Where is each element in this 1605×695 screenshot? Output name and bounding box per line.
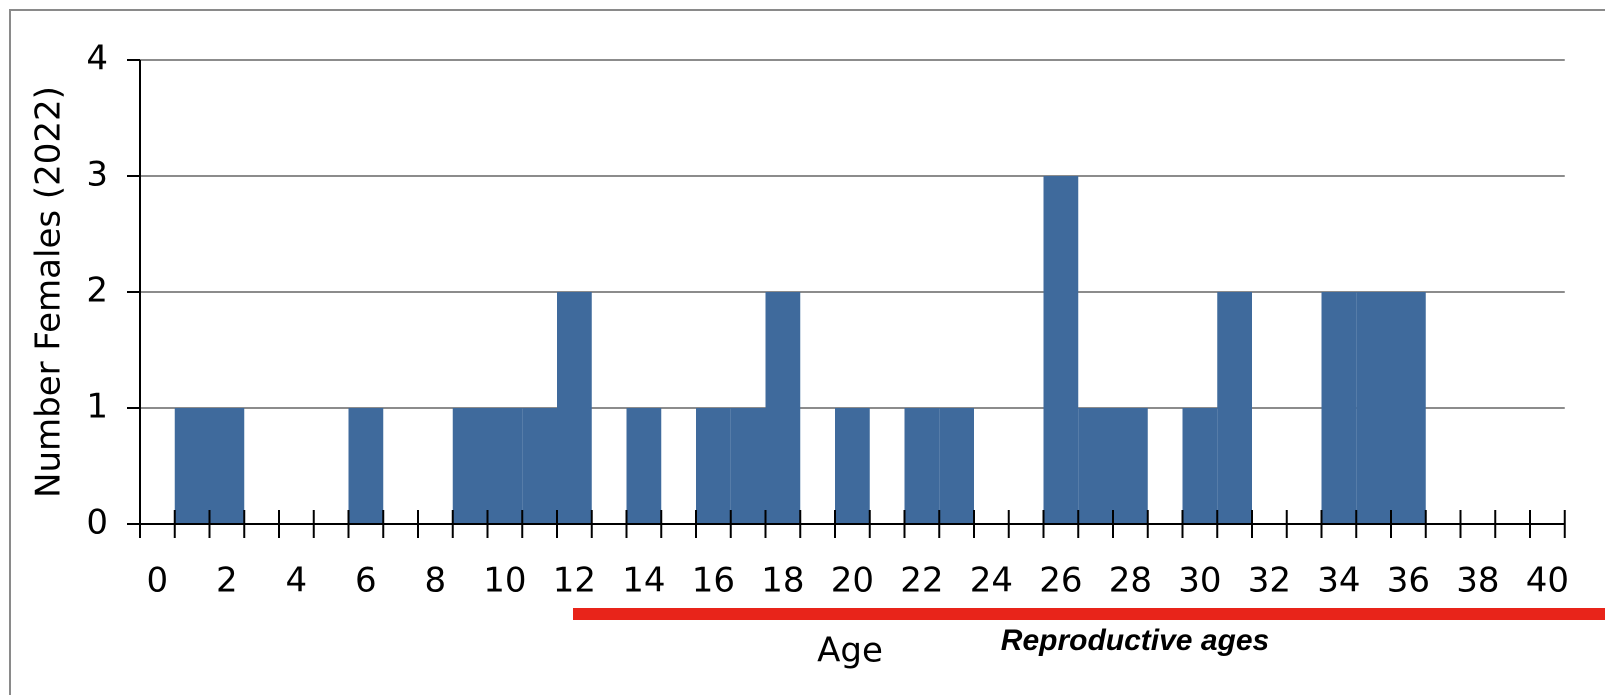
x-tick-label: 18 — [761, 561, 804, 601]
x-tick-label: 6 — [355, 561, 377, 601]
x-tick-label: 4 — [286, 561, 308, 601]
bar — [348, 408, 384, 524]
x-tick-label: 30 — [1178, 561, 1221, 601]
x-tick-label: 34 — [1317, 561, 1360, 601]
bar — [522, 408, 557, 524]
bar — [1356, 292, 1391, 524]
bar — [1321, 292, 1357, 524]
x-tick-label: 8 — [425, 561, 447, 601]
bar — [209, 408, 245, 524]
y-axis-label: Number Females (2022) — [29, 86, 69, 498]
bar — [1078, 408, 1113, 524]
x-tick-label: 26 — [1039, 561, 1082, 601]
x-tick-label: 10 — [483, 561, 526, 601]
bar — [452, 408, 488, 524]
bar — [1113, 408, 1148, 524]
bar — [557, 292, 592, 524]
bar — [1217, 292, 1252, 524]
x-tick-label: 28 — [1109, 561, 1152, 601]
x-tick-label: 38 — [1456, 561, 1499, 601]
bar — [174, 408, 210, 524]
y-tick-label: 1 — [86, 387, 108, 427]
bar — [765, 292, 801, 524]
bar — [835, 408, 870, 524]
x-tick-label: 32 — [1248, 561, 1291, 601]
x-tick-label: 40 — [1526, 561, 1569, 601]
x-axis-label: Age — [817, 631, 883, 671]
bar — [904, 408, 940, 524]
annotation: Reproductive ages — [1001, 624, 1269, 657]
x-tick-label: 20 — [831, 561, 874, 601]
x-tick-label: 0 — [147, 561, 169, 601]
bar — [696, 408, 731, 524]
y-tick-label: 0 — [86, 503, 108, 543]
x-tick-label: 36 — [1387, 561, 1430, 601]
y-tick-label: 3 — [86, 155, 108, 195]
y-tick-label: 2 — [86, 271, 108, 311]
bar — [939, 408, 974, 524]
x-tick-label: 12 — [553, 561, 596, 601]
x-tick-label: 16 — [692, 561, 735, 601]
x-tick-label: 2 — [216, 561, 238, 601]
reproductive-range-bar — [573, 608, 1605, 620]
x-tick-label: 24 — [970, 561, 1013, 601]
bar — [1182, 408, 1218, 524]
bar — [487, 408, 523, 524]
y-tick-label: 4 — [86, 39, 108, 79]
bar — [626, 408, 662, 524]
bar — [1043, 176, 1079, 524]
x-tick-label: 14 — [622, 561, 665, 601]
bar — [1391, 292, 1426, 524]
bar — [730, 408, 766, 524]
x-tick-label: 22 — [900, 561, 943, 601]
